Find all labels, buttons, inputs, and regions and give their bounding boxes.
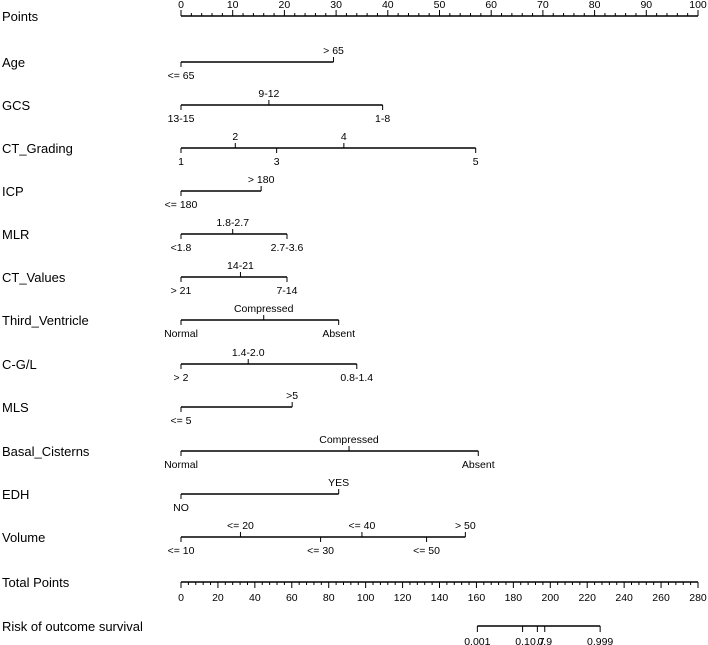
level-label: > 21 bbox=[171, 285, 192, 297]
level-label: 1.8-2.7 bbox=[216, 217, 249, 229]
row-label-c-g-l: C-G/L bbox=[2, 357, 37, 372]
level-label: 2 bbox=[232, 131, 238, 143]
points-axis-tick-label: 60 bbox=[485, 0, 497, 11]
level-label: Compressed bbox=[319, 434, 379, 446]
level-label: 4 bbox=[341, 131, 347, 143]
row-label-ct-values: CT_Values bbox=[2, 270, 66, 285]
level-label: Normal bbox=[164, 459, 198, 471]
level-label: NO bbox=[173, 502, 189, 514]
level-label: <= 30 bbox=[307, 545, 334, 557]
level-label: <= 5 bbox=[170, 415, 191, 427]
total-points-label: Total Points bbox=[2, 575, 70, 590]
row-label-third-ventricle: Third_Ventricle bbox=[2, 313, 89, 328]
total-points-tick-label: 220 bbox=[578, 592, 596, 604]
points-axis-tick-label: 100 bbox=[689, 0, 707, 11]
level-label: > 180 bbox=[248, 174, 275, 186]
points-axis-label: Points bbox=[2, 9, 39, 24]
level-label: <= 20 bbox=[227, 520, 254, 532]
risk-axis-label: Risk of outcome survival bbox=[2, 619, 143, 634]
level-label: 13-15 bbox=[168, 113, 195, 125]
level-label: <= 65 bbox=[168, 70, 195, 82]
risk-axis-tick-label: 0.7 bbox=[530, 636, 545, 645]
row-label-volume: Volume bbox=[2, 530, 45, 545]
risk-axis-tick-label: 0.1 bbox=[515, 636, 530, 645]
level-label: 3 bbox=[274, 156, 280, 168]
risk-axis-tick-label: 0.999 bbox=[587, 636, 613, 645]
row-label-age: Age bbox=[2, 55, 25, 70]
points-axis-tick-label: 10 bbox=[227, 0, 239, 11]
row-label-mlr: MLR bbox=[2, 227, 29, 242]
total-points-tick-label: 160 bbox=[468, 592, 486, 604]
points-axis-tick-label: 30 bbox=[330, 0, 342, 11]
level-label: 1-8 bbox=[375, 113, 390, 125]
total-points-tick-label: 240 bbox=[615, 592, 633, 604]
level-label: <= 50 bbox=[413, 545, 440, 557]
total-points-tick-label: 200 bbox=[542, 592, 560, 604]
level-label: 1 bbox=[178, 156, 184, 168]
row-label-gcs: GCS bbox=[2, 98, 31, 113]
total-points-tick-label: 180 bbox=[505, 592, 523, 604]
points-axis-tick-label: 0 bbox=[178, 0, 184, 11]
level-label: Absent bbox=[462, 459, 495, 471]
total-points-tick-label: 60 bbox=[286, 592, 298, 604]
risk-axis-tick-label: 0.001 bbox=[464, 636, 490, 645]
level-label: 1.4-2.0 bbox=[232, 347, 265, 359]
level-label: > 2 bbox=[174, 372, 189, 384]
points-axis-tick-label: 20 bbox=[279, 0, 291, 11]
level-label: <1.8 bbox=[171, 242, 192, 254]
level-label: Compressed bbox=[234, 303, 294, 315]
level-label: > 50 bbox=[455, 520, 476, 532]
points-axis-tick-label: 80 bbox=[589, 0, 601, 11]
level-label: 0.8-1.4 bbox=[340, 372, 373, 384]
level-label: 2.7-3.6 bbox=[271, 242, 304, 254]
level-label: Absent bbox=[322, 328, 355, 340]
points-axis-tick-label: 50 bbox=[434, 0, 446, 11]
points-axis-tick-label: 90 bbox=[640, 0, 652, 11]
level-label: 9-12 bbox=[258, 88, 279, 100]
total-points-tick-label: 280 bbox=[689, 592, 707, 604]
total-points-tick-label: 120 bbox=[394, 592, 412, 604]
total-points-tick-label: 40 bbox=[249, 592, 261, 604]
total-points-tick-label: 20 bbox=[212, 592, 224, 604]
level-label: <= 40 bbox=[349, 520, 376, 532]
level-label: <= 10 bbox=[168, 545, 195, 557]
row-label-basal-cisterns: Basal_Cisterns bbox=[2, 444, 90, 459]
total-points-tick-label: 80 bbox=[323, 592, 335, 604]
row-label-ct-grading: CT_Grading bbox=[2, 141, 73, 156]
risk-axis-tick-label: 0.9 bbox=[537, 636, 552, 645]
level-label: 14-21 bbox=[227, 260, 254, 272]
level-label: > 65 bbox=[323, 45, 344, 57]
level-label: 7-14 bbox=[276, 285, 297, 297]
points-axis-tick-label: 40 bbox=[382, 0, 394, 11]
row-label-icp: ICP bbox=[2, 184, 24, 199]
level-label: <= 180 bbox=[165, 199, 198, 211]
level-label: 5 bbox=[473, 156, 479, 168]
row-label-mls: MLS bbox=[2, 400, 29, 415]
total-points-tick-label: 0 bbox=[178, 592, 184, 604]
level-label: >5 bbox=[286, 390, 298, 402]
points-axis-tick-label: 70 bbox=[537, 0, 549, 11]
level-label: YES bbox=[328, 477, 349, 489]
total-points-tick-label: 260 bbox=[652, 592, 670, 604]
total-points-tick-label: 140 bbox=[431, 592, 449, 604]
row-label-edh: EDH bbox=[2, 487, 29, 502]
total-points-tick-label: 100 bbox=[357, 592, 375, 604]
level-label: Normal bbox=[164, 328, 198, 340]
